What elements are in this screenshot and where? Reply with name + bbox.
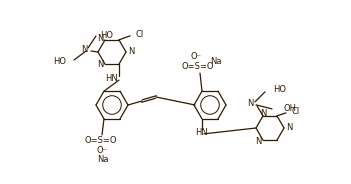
Text: HN: HN (106, 74, 118, 83)
Text: HN: HN (194, 128, 207, 137)
Text: Cl: Cl (136, 30, 144, 39)
Text: O⁻: O⁻ (191, 52, 201, 61)
Text: N: N (260, 109, 266, 118)
Text: O=S=O: O=S=O (182, 62, 214, 71)
Text: HO: HO (273, 85, 286, 94)
Text: HO: HO (100, 31, 113, 40)
Text: OH: OH (284, 104, 297, 113)
Text: N: N (128, 47, 134, 56)
Text: Na: Na (210, 57, 221, 66)
Text: N: N (254, 137, 261, 146)
Text: Na: Na (97, 155, 109, 164)
Text: N: N (247, 99, 254, 108)
Text: N: N (97, 60, 103, 69)
Text: N: N (98, 34, 104, 43)
Text: O⁻: O⁻ (97, 146, 107, 155)
Text: HO: HO (53, 57, 66, 66)
Text: Cl: Cl (292, 107, 300, 116)
Text: N: N (286, 123, 292, 132)
Text: N: N (82, 45, 88, 54)
Text: O=S=O: O=S=O (85, 136, 117, 145)
